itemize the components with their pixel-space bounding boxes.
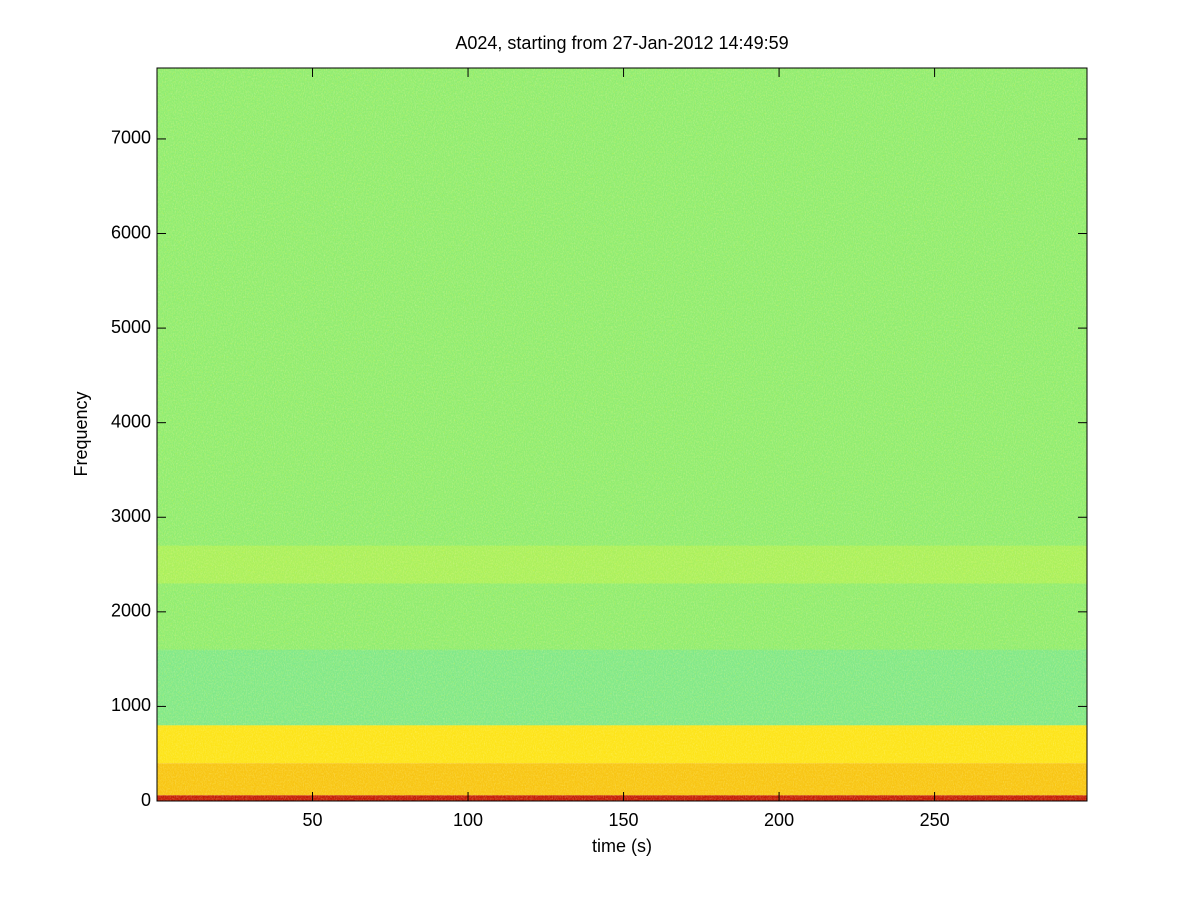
x-tick-label: 50 <box>303 810 323 830</box>
axes-box <box>156 67 1088 802</box>
y-axis-label: Frequency <box>71 391 91 476</box>
y-tick-label: 1000 <box>111 695 151 715</box>
x-tick-label: 250 <box>920 810 950 830</box>
chart-title: A024, starting from 27-Jan-2012 14:49:59 <box>455 33 788 53</box>
y-tick-label: 7000 <box>111 128 151 148</box>
noise-texture <box>157 68 1087 801</box>
y-tick-label: 5000 <box>111 317 151 337</box>
x-tick-label: 100 <box>453 810 483 830</box>
y-tick-label: 4000 <box>111 411 151 431</box>
y-tick-label: 0 <box>141 790 151 810</box>
y-tick-label: 6000 <box>111 222 151 242</box>
x-axis-label: time (s) <box>592 836 652 856</box>
y-tick-label: 2000 <box>111 601 151 621</box>
x-tick-label: 150 <box>609 810 639 830</box>
x-tick-label: 200 <box>764 810 794 830</box>
y-tick-label: 3000 <box>111 506 151 526</box>
